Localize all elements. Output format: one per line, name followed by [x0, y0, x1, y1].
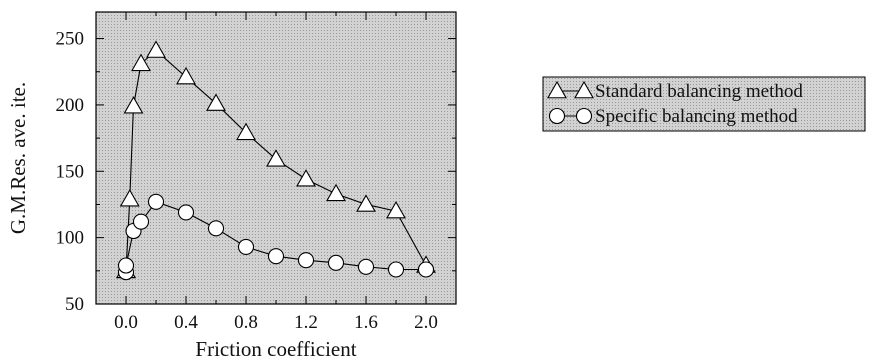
series-markers: [116, 40, 436, 281]
circle-marker: [267, 248, 285, 265]
triangle-marker: [296, 169, 316, 187]
legend-label: Standard balancing method: [595, 81, 803, 102]
circle-marker: [117, 257, 135, 274]
circle-marker: [132, 213, 150, 230]
y-tick-label: 100: [56, 228, 85, 249]
legend-label: Specific balancing method: [595, 106, 798, 127]
circle-marker: [207, 220, 225, 237]
triangle-marker: [236, 122, 256, 141]
triangle-marker: [123, 96, 144, 114]
x-axis-title: Friction coefficient: [195, 337, 356, 361]
y-tick-label: 150: [56, 161, 85, 182]
x-tick-label: 0.0: [114, 312, 138, 333]
legend: Standard balancing method Specific balanc…: [542, 76, 866, 132]
x-tick-label: 1.6: [354, 312, 378, 333]
circle-marker: [357, 258, 375, 275]
legend-circle-marker: [575, 107, 593, 125]
tick-labels: 0.0 0.4 0.8 1.2 1.6 2.0 50 100 150 200 250: [56, 29, 438, 333]
triangle-marker: [119, 189, 140, 207]
legend-triangle-marker: [547, 80, 567, 99]
triangle-marker: [326, 183, 346, 202]
triangle-marker: [146, 40, 166, 58]
x-tick-label: 2.0: [414, 312, 438, 333]
triangle-marker: [131, 53, 151, 72]
x-tick-label: 1.2: [294, 312, 318, 333]
y-axis-title: G.M.Res. ave. ite.: [6, 82, 30, 234]
triangle-marker: [176, 66, 196, 85]
circle-marker: [297, 252, 315, 269]
triangle-marker: [386, 200, 406, 219]
legend-circle-marker: [548, 107, 566, 125]
x-tick-label: 0.4: [174, 312, 198, 333]
circle-marker: [387, 261, 405, 278]
x-tick-label: 0.8: [234, 312, 258, 333]
circle-marker: [417, 261, 435, 278]
triangle-marker: [206, 93, 226, 111]
circle-marker: [177, 204, 195, 221]
triangle-marker: [356, 194, 376, 212]
triangle-marker: [266, 149, 286, 167]
circle-marker: [147, 193, 165, 210]
circle-marker: [327, 254, 345, 271]
legend-triangle-marker: [574, 80, 594, 99]
y-tick-label: 200: [56, 95, 85, 116]
circle-marker: [237, 238, 255, 255]
y-tick-label: 50: [65, 294, 84, 315]
plot-frame: [95, 11, 457, 305]
legend-box: [542, 76, 866, 132]
y-tick-label: 250: [56, 29, 85, 50]
